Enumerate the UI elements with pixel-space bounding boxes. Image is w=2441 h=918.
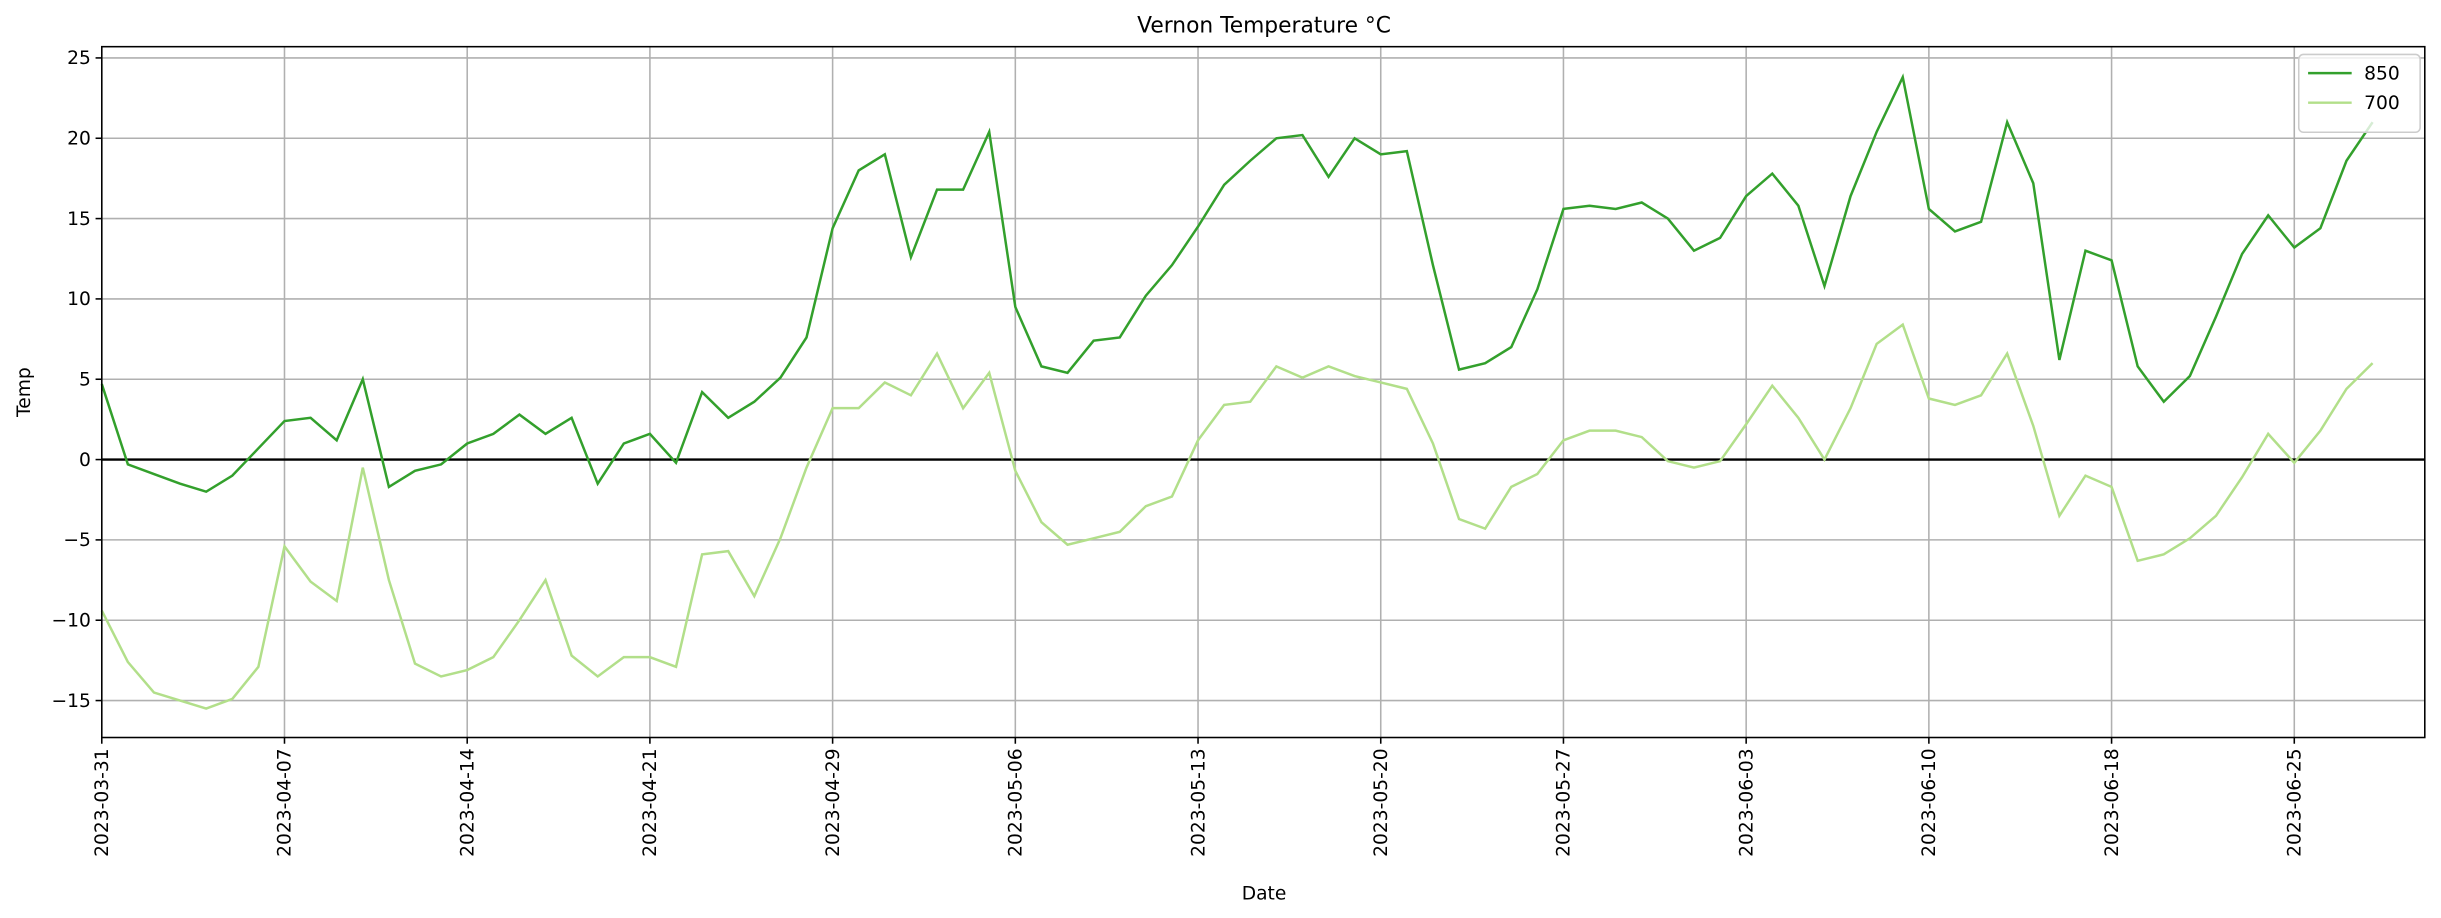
y-tick-label: 25 (67, 48, 91, 69)
y-tick-label: 20 (67, 128, 91, 149)
legend-label: 700 (2364, 93, 2400, 114)
y-tick-label: −10 (52, 610, 91, 631)
legend-box (2297, 53, 2421, 134)
series-line (100, 73, 2374, 494)
y-tick-label: 0 (79, 450, 91, 471)
x-tick-label: 2023-06-10 (1919, 748, 1940, 856)
x-axis-label: Date (1242, 883, 1287, 904)
x-tick-label: 2023-06-18 (2102, 748, 2123, 856)
x-tick-label: 2023-04-29 (823, 748, 844, 856)
x-tick-label: 2023-05-27 (1554, 748, 1575, 856)
x-tick-label: 2023-03-31 (92, 748, 113, 856)
x-tick-label: 2023-06-03 (1736, 748, 1757, 856)
y-tick-label: −5 (63, 530, 91, 551)
y-tick-label: 10 (67, 289, 91, 310)
y-tick-label: 5 (79, 369, 91, 390)
y-tick-label: −15 (52, 691, 91, 712)
x-tick-label: 2023-06-25 (2285, 748, 2306, 856)
series-line (100, 322, 2374, 710)
x-tick-label: 2023-05-13 (1188, 748, 1209, 856)
x-tick-label: 2023-05-06 (1006, 748, 1027, 856)
x-tick-label: 2023-04-21 (640, 748, 661, 856)
x-tick-label: 2023-05-20 (1371, 748, 1392, 856)
y-tick-label: 15 (67, 209, 91, 230)
y-axis-label: Temp (14, 367, 35, 418)
chart-title: Vernon Temperature °C (1137, 14, 1391, 39)
legend-label: 850 (2364, 63, 2400, 84)
plot-frame (101, 45, 2426, 739)
x-tick-label: 2023-04-14 (457, 748, 478, 856)
x-tick-label: 2023-04-07 (275, 748, 296, 856)
